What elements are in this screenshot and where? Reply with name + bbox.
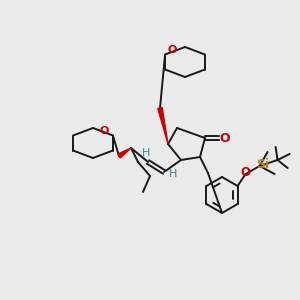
Text: O: O (241, 166, 250, 178)
Text: Si: Si (256, 158, 269, 172)
Polygon shape (118, 148, 131, 158)
Text: H: H (169, 169, 177, 179)
Text: O: O (220, 131, 230, 145)
Text: H: H (142, 148, 150, 158)
Text: O: O (167, 45, 177, 55)
Text: O: O (99, 126, 109, 136)
Polygon shape (158, 107, 168, 144)
